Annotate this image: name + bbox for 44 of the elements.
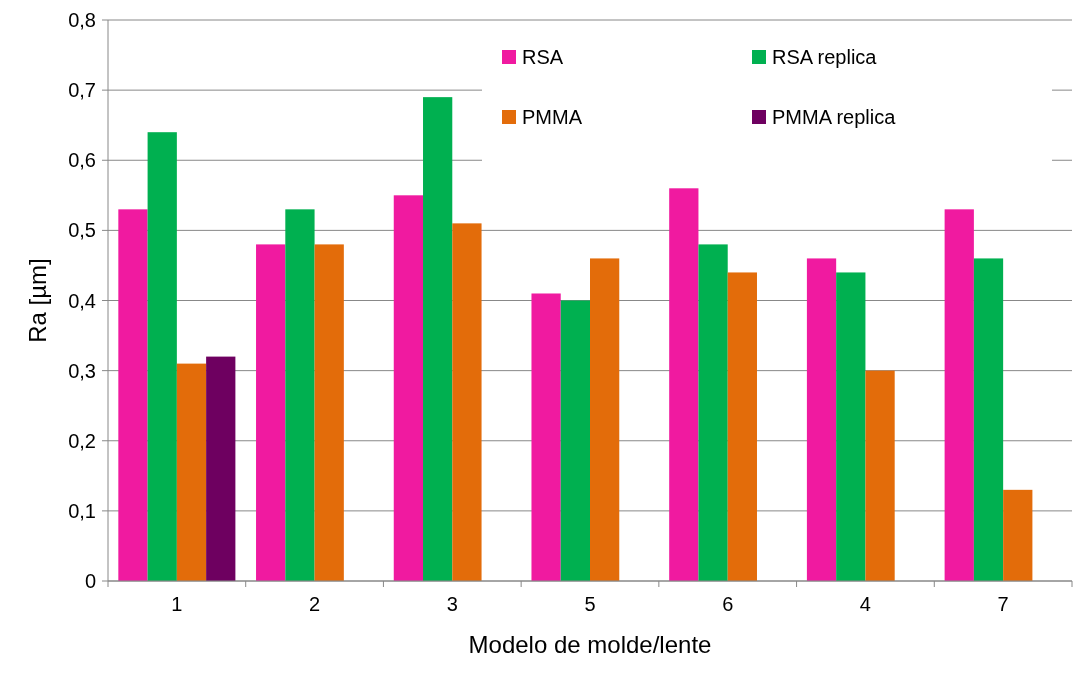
bar [944, 209, 974, 581]
x-tick-label: 6 [722, 593, 734, 615]
legend-label: PMMA replica [772, 106, 897, 128]
x-tick-label: 4 [859, 593, 871, 615]
y-tick-label: 0,4 [68, 289, 96, 312]
x-tick-label: 1 [171, 593, 183, 615]
bar [531, 293, 561, 581]
legend-label: RSA [522, 46, 564, 68]
bar [669, 188, 699, 581]
y-tick-label: 0,5 [68, 219, 96, 242]
bar [423, 97, 453, 581]
bar [590, 258, 620, 581]
bar [147, 132, 177, 581]
bar [393, 195, 424, 581]
bar [206, 356, 236, 581]
legend-label: PMMA [522, 106, 583, 128]
bar [727, 272, 757, 581]
x-tick-label: 5 [584, 593, 596, 615]
x-tick-label: 3 [446, 593, 458, 615]
bar [698, 244, 728, 581]
y-axis-title: Ra [µm] [24, 258, 51, 343]
y-tick-label: 0,7 [68, 79, 96, 102]
y-tick-label: 0,8 [68, 9, 96, 31]
x-axis-title: Modelo de molde/lente [468, 631, 712, 658]
y-tick-label: 0,3 [68, 359, 96, 382]
bar [256, 244, 286, 581]
y-tick-label: 0,1 [68, 499, 96, 522]
y-tick-label: 0 [84, 570, 96, 592]
bar [560, 300, 590, 581]
bar [452, 223, 482, 581]
x-tick-label: 7 [997, 593, 1009, 615]
bar [836, 272, 866, 581]
x-tick-label: 2 [309, 593, 321, 615]
bar [1003, 489, 1033, 581]
bar [973, 258, 1004, 581]
bar [806, 258, 837, 581]
bar [865, 370, 895, 581]
bar [176, 363, 207, 581]
y-tick-label: 0,6 [68, 149, 96, 172]
bar [314, 244, 344, 581]
y-tick-label: 0,2 [68, 429, 96, 452]
legend-label: RSA replica [772, 46, 878, 68]
bar [118, 209, 148, 581]
bar [285, 209, 315, 581]
